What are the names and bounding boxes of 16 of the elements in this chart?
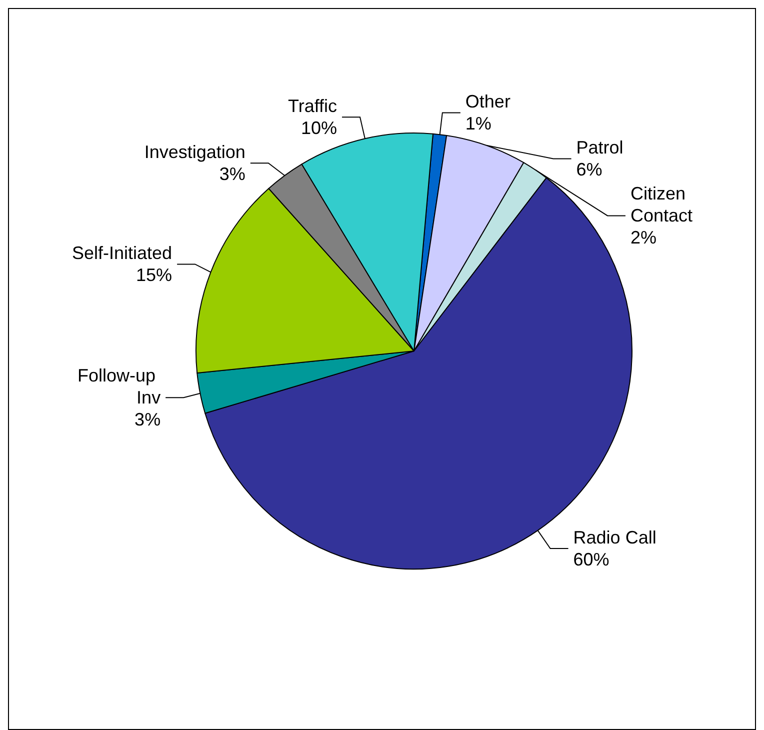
data-label: 15%	[136, 265, 172, 286]
slice-label: Investigation	[144, 142, 246, 162]
data-label: 3%	[134, 410, 161, 430]
slice-label: Citizen Contact	[630, 184, 693, 226]
data-label: 1%	[465, 114, 492, 134]
data-label: 10%	[300, 118, 338, 138]
slice-label: Patrol	[576, 138, 624, 158]
data-label: 2%	[630, 228, 656, 248]
slice-label: Radio Call	[573, 528, 656, 548]
slice-label: Traffic	[288, 96, 338, 116]
data-label: 3%	[219, 164, 246, 184]
data-label: 6%	[576, 160, 602, 180]
slice-label: Other	[465, 92, 510, 112]
slice-label: Self-Initiated	[72, 243, 172, 264]
data-label: 60%	[573, 550, 610, 570]
slice-label: Follow-up Inv	[78, 366, 161, 408]
